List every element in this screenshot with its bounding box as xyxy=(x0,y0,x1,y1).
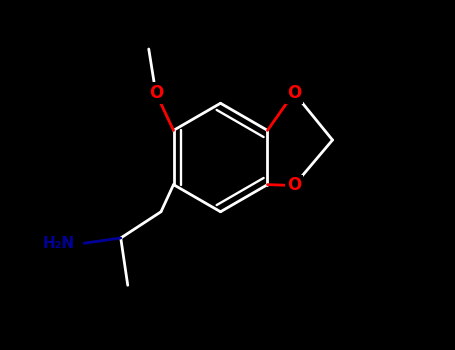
Text: O: O xyxy=(287,84,301,102)
Text: O: O xyxy=(287,176,301,195)
Text: H₂N: H₂N xyxy=(43,236,75,251)
Text: O: O xyxy=(149,84,163,102)
